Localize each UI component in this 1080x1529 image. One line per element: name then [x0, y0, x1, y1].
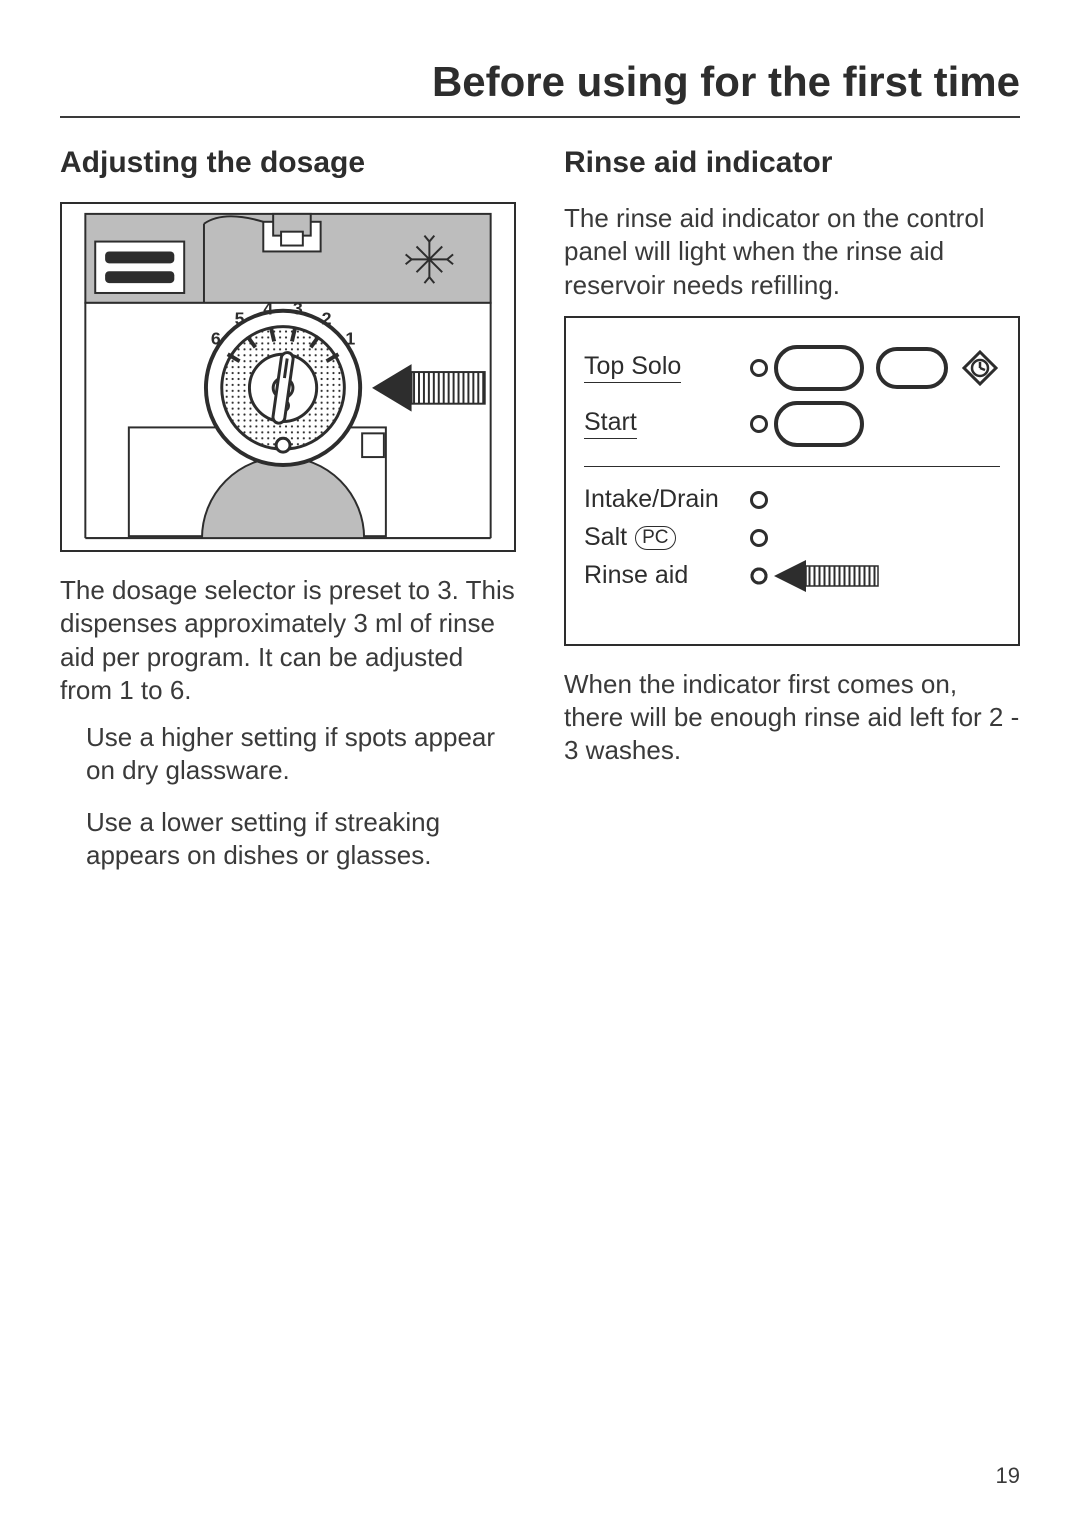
- svg-text:2: 2: [322, 309, 332, 329]
- page-title: Before using for the first time: [60, 58, 1020, 118]
- dosage-bullets: Use a higher setting if spots appear on …: [60, 721, 516, 872]
- manual-page: Before using for the first time Adjustin…: [0, 0, 1080, 1529]
- rinse-para2: When the indicator first comes on, there…: [564, 668, 1020, 768]
- svg-text:4: 4: [263, 299, 273, 319]
- button-start: [774, 401, 864, 447]
- row-start: Start: [584, 396, 1000, 452]
- panel-indicators-section: Intake/Drain Salt PC Rinse aid: [584, 481, 1000, 595]
- dosage-dial-figure: 6 5 4 3 2 1: [60, 202, 516, 552]
- control-panel-figure: Top Solo: [564, 316, 1020, 646]
- label-intake-drain: Intake/Drain: [584, 485, 744, 514]
- row-rinse-aid: Rinse aid: [584, 557, 1000, 595]
- label-start: Start: [584, 408, 744, 439]
- page-number: 19: [996, 1463, 1020, 1489]
- button-top-solo: [774, 345, 864, 391]
- label-salt: Salt PC: [584, 523, 744, 552]
- row-intake-drain: Intake/Drain: [584, 481, 1000, 519]
- svg-text:3: 3: [293, 299, 303, 319]
- panel-buttons-section: Top Solo: [584, 340, 1000, 467]
- led-start: [750, 415, 768, 433]
- delay-start-icon: [962, 350, 998, 386]
- led-intake-drain: [750, 491, 768, 509]
- button-delay: [876, 347, 948, 389]
- rinse-aid-indicator-icon: [750, 567, 768, 585]
- content-columns: Adjusting the dosage: [60, 146, 1020, 890]
- row-top-solo: Top Solo: [584, 340, 1000, 396]
- svg-text:5: 5: [235, 309, 245, 329]
- rinse-heading: Rinse aid indicator: [564, 146, 1020, 180]
- led-top-solo: [750, 359, 768, 377]
- bullet-higher: Use a higher setting if spots appear on …: [86, 721, 516, 788]
- right-column: Rinse aid indicator The rinse aid indica…: [564, 146, 1020, 890]
- dosage-heading: Adjusting the dosage: [60, 146, 516, 180]
- bullet-lower: Use a lower setting if streaking appears…: [86, 806, 516, 873]
- label-rinse-aid: Rinse aid: [584, 561, 744, 590]
- pc-badge: PC: [635, 526, 675, 550]
- led-salt: [750, 529, 768, 547]
- svg-text:6: 6: [211, 328, 221, 348]
- label-top-solo: Top Solo: [584, 352, 744, 383]
- rinse-para1: The rinse aid indicator on the control p…: [564, 202, 1020, 302]
- dosage-dial-svg: 6 5 4 3 2 1: [62, 204, 514, 550]
- left-column: Adjusting the dosage: [60, 146, 516, 890]
- row-salt: Salt PC: [584, 519, 1000, 557]
- svg-text:1: 1: [345, 328, 355, 348]
- dosage-paragraph: The dosage selector is preset to 3. This…: [60, 574, 516, 707]
- arrow-icon: [772, 558, 882, 594]
